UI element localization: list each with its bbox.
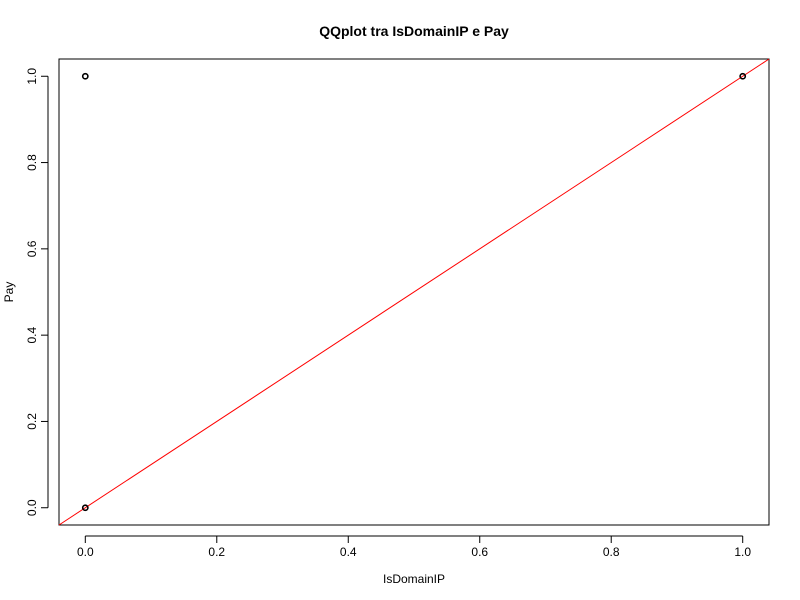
reference-line-group <box>58 58 770 526</box>
reference-line <box>58 58 770 526</box>
data-point <box>81 504 89 512</box>
x-tick-label: 0.6 <box>471 545 488 559</box>
data-point <box>739 72 747 80</box>
x-tick-label: 1.0 <box>734 545 751 559</box>
y-tick-label: 0.8 <box>25 154 39 171</box>
x-tick-label: 0.4 <box>340 545 357 559</box>
chart-title: QQplot tra IsDomainIP e Pay <box>319 23 509 39</box>
data-point <box>81 72 89 80</box>
x-axis: 0.0 0.2 0.4 0.6 0.8 1.0 <box>77 535 751 559</box>
data-points <box>81 72 747 512</box>
y-tick-label: 0.2 <box>25 413 39 430</box>
x-tick-label: 0.0 <box>77 545 94 559</box>
x-axis-label: IsDomainIP <box>383 572 445 586</box>
y-axis: 0.0 0.2 0.4 0.6 0.8 1.0 <box>25 68 49 516</box>
plot-area <box>58 58 770 526</box>
x-tick-label: 0.8 <box>603 545 620 559</box>
y-tick-label: 1.0 <box>25 68 39 85</box>
y-tick-label: 0.6 <box>25 240 39 257</box>
y-tick-label: 0.0 <box>25 499 39 516</box>
y-tick-label: 0.4 <box>25 326 39 343</box>
plot-frame <box>58 58 770 526</box>
x-tick-label: 0.2 <box>208 545 225 559</box>
y-axis-label: Pay <box>2 282 16 303</box>
